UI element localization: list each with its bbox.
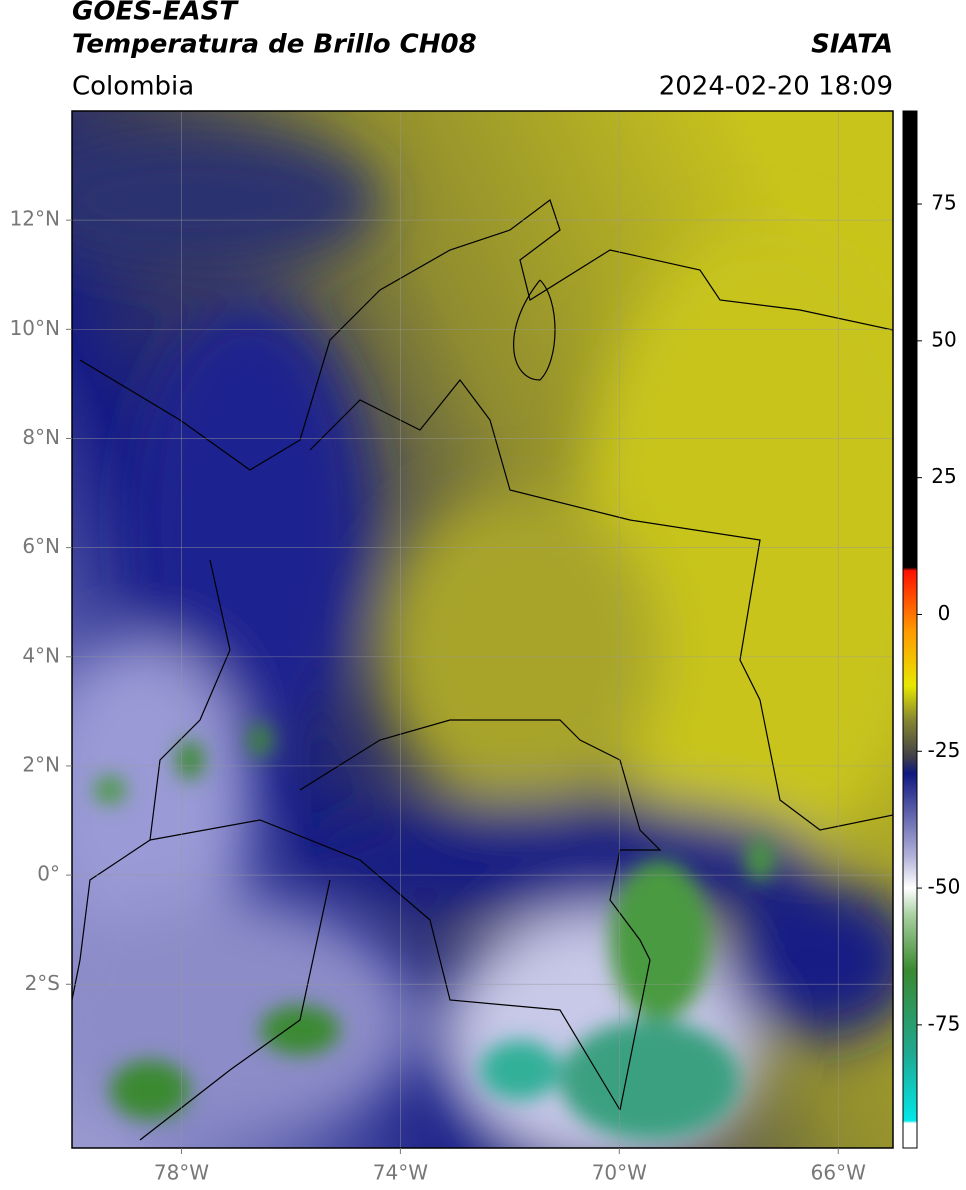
lat-tick-label: 12°N (10, 207, 60, 231)
colorbar-tick-label: 75 (931, 191, 956, 215)
lat-tick-label: 4°N (22, 643, 60, 667)
colorbar-tick-label: 0 (938, 601, 951, 625)
lat-tick-label: 0° (37, 862, 60, 886)
colorbar-tick-label: 25 (931, 464, 956, 488)
lat-tick-label: 8°N (22, 425, 60, 449)
source: SIATA (811, 30, 893, 60)
colorbar (902, 110, 918, 1149)
datetime: 2024-02-20 18:09 (659, 72, 893, 102)
lat-tick-label: 10°N (10, 316, 60, 340)
lat-tick-label: 2°N (22, 752, 60, 776)
lon-tick-label: 70°W (592, 1161, 647, 1185)
lat-tick-label: 2°S (25, 971, 60, 995)
colorbar-tick-label: -75 (928, 1011, 961, 1035)
lon-tick-label: 66°W (811, 1161, 866, 1185)
colorbar-tick-label: -25 (928, 738, 961, 762)
title-line2: Temperatura de Brillo CH08 (72, 30, 477, 60)
colorbar-tick-label: -50 (928, 875, 961, 899)
region: Colombia (72, 72, 194, 102)
title-line1: GOES-EAST (72, 0, 239, 27)
colorbar-tick-label: 50 (931, 327, 956, 351)
satellite-image (72, 111, 893, 1148)
lon-tick-label: 78°W (154, 1161, 209, 1185)
coastlines (72, 199, 893, 1141)
lon-tick-label: 74°W (373, 1161, 428, 1185)
map-frame (71, 110, 894, 1149)
lat-tick-label: 6°N (22, 534, 60, 558)
